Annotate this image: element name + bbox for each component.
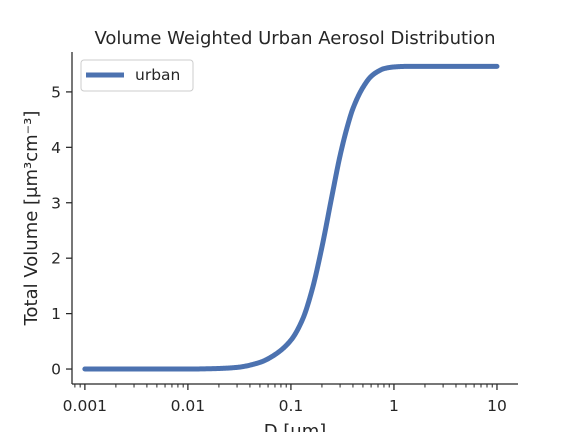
legend: urban [80, 59, 194, 92]
x-ticks: 0.001 0.01 0.1 1 10 [63, 384, 507, 415]
chart-title: Volume Weighted Urban Aerosol Distributi… [95, 28, 496, 49]
series-line-urban [82, 63, 500, 372]
x-tick-label: 0.01 [171, 397, 206, 415]
y-axis-label: Total Volume [μm³cm⁻³] [21, 111, 42, 327]
y-ticks: 0 1 2 3 4 5 [51, 83, 72, 379]
y-tick-label: 2 [51, 250, 61, 268]
y-tick-label: 0 [51, 361, 61, 379]
x-tick-label: 0.001 [63, 397, 107, 415]
y-tick-label: 3 [51, 194, 61, 212]
legend-label: urban [135, 66, 180, 84]
legend-box [80, 59, 194, 92]
axes: 0.001 0.01 0.1 1 10 0 1 2 3 4 5 [51, 52, 518, 415]
y-tick-label: 5 [51, 83, 61, 101]
x-axis-label: D [μm] [264, 421, 327, 432]
y-tick-label: 4 [51, 139, 61, 157]
x-tick-label: 1 [389, 397, 399, 415]
y-tick-label: 1 [51, 305, 61, 323]
x-tick-label: 0.1 [279, 397, 304, 415]
x-tick-label: 10 [487, 397, 507, 415]
series-group [82, 63, 500, 372]
